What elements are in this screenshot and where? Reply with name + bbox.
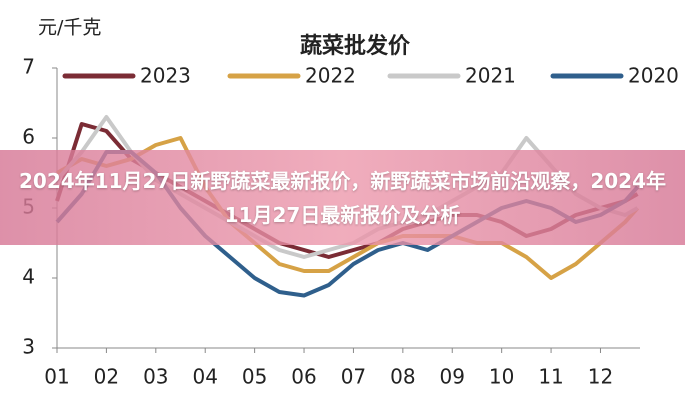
x-tick-label: 08 bbox=[390, 365, 415, 389]
x-tick-label: 12 bbox=[588, 365, 613, 389]
x-tick-label: 04 bbox=[192, 365, 217, 389]
legend-label: 2023 bbox=[140, 64, 191, 88]
y-tick-label: 6 bbox=[22, 125, 35, 149]
x-tick-label: 06 bbox=[291, 365, 316, 389]
y-tick-label: 3 bbox=[22, 335, 35, 359]
y-unit-label: 元/千克 bbox=[38, 17, 101, 39]
x-tick-label: 05 bbox=[242, 365, 267, 389]
x-tick-label: 07 bbox=[341, 365, 366, 389]
legend-label: 2021 bbox=[465, 64, 516, 88]
legend-label: 2022 bbox=[305, 64, 356, 88]
banner-title: 2024年11月27日新野蔬菜最新报价，新野蔬菜市场前沿观察，2024年11月2… bbox=[19, 168, 666, 227]
y-tick-label: 4 bbox=[22, 265, 35, 289]
x-tick-label: 02 bbox=[94, 365, 119, 389]
y-tick-label: 7 bbox=[22, 55, 35, 79]
x-tick-label: 10 bbox=[489, 365, 514, 389]
x-tick-label: 03 bbox=[143, 365, 168, 389]
banner: 2024年11月27日新野蔬菜最新报价，新野蔬菜市场前沿观察，2024年11月2… bbox=[0, 150, 685, 245]
x-tick-label: 11 bbox=[538, 365, 563, 389]
chart-title: 蔬菜批发价 bbox=[300, 33, 411, 59]
x-tick-label: 09 bbox=[440, 365, 465, 389]
series-line bbox=[56, 136, 640, 280]
x-tick-label: 01 bbox=[44, 365, 69, 389]
legend-label: 2020 bbox=[628, 64, 679, 88]
